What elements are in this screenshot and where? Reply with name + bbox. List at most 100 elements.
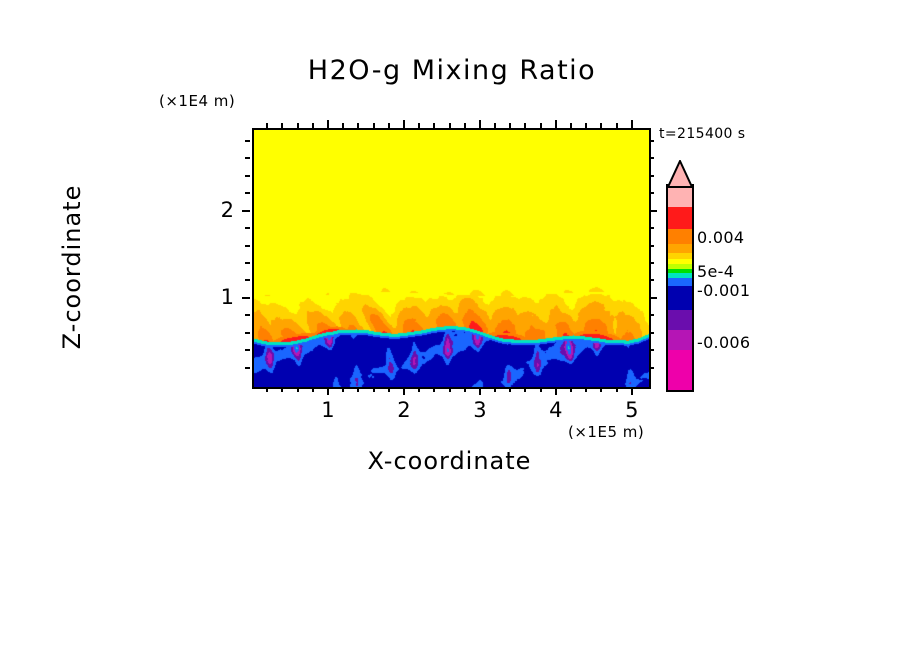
y-minor-tick-right xyxy=(649,331,654,334)
y-minor-tick xyxy=(245,192,250,195)
x-minor-tick xyxy=(615,387,618,392)
x-minor-tick-top xyxy=(281,123,284,128)
x-minor-tick xyxy=(463,387,466,392)
colorbar-band xyxy=(668,264,692,270)
x-tick-label: 1 xyxy=(321,398,335,422)
colorbar-tick-label: 5e-4 xyxy=(697,262,735,281)
colorbar-tick-label: -0.001 xyxy=(697,281,751,300)
colorbar xyxy=(668,186,692,391)
y-minor-tick-right xyxy=(649,192,654,195)
colorbar-band xyxy=(668,273,692,279)
y-major-tick xyxy=(242,209,250,212)
x-minor-tick-top xyxy=(296,123,299,128)
y-minor-tick xyxy=(245,140,250,143)
x-minor-tick xyxy=(281,387,284,392)
y-minor-tick-right xyxy=(649,366,654,369)
x-minor-tick xyxy=(372,387,375,392)
x-minor-tick-top xyxy=(448,123,451,128)
y-minor-tick-right xyxy=(649,227,654,230)
x-minor-tick-top xyxy=(311,123,314,128)
colorbar-band xyxy=(668,268,692,274)
x-major-tick-top xyxy=(402,120,405,128)
y-minor-tick xyxy=(245,227,250,230)
x-axis-title: X-coordinate xyxy=(367,447,532,475)
colorbar-band xyxy=(668,286,692,311)
x-minor-tick-top xyxy=(524,123,527,128)
colorbar-band xyxy=(668,207,692,230)
x-axis-unit-label: (×1E5 m) xyxy=(568,423,645,441)
x-minor-tick-top xyxy=(433,123,436,128)
x-major-tick xyxy=(630,387,633,395)
x-major-tick-top xyxy=(630,120,633,128)
colorbar-tick-label: 0.004 xyxy=(697,228,745,247)
x-major-tick xyxy=(554,387,557,395)
y-minor-tick-right xyxy=(649,140,654,143)
y-minor-tick xyxy=(245,244,250,247)
x-tick-label: 3 xyxy=(473,398,487,422)
time-annotation: t=215400 s xyxy=(659,126,746,142)
y-axis-unit-label: (×1E4 m) xyxy=(159,92,236,110)
x-tick-label: 2 xyxy=(397,398,411,422)
x-minor-tick xyxy=(524,387,527,392)
y-minor-tick xyxy=(245,366,250,369)
y-minor-tick-right xyxy=(649,244,654,247)
x-minor-tick xyxy=(387,387,390,392)
x-minor-tick xyxy=(418,387,421,392)
colorbar-band xyxy=(668,252,692,260)
x-minor-tick-top xyxy=(357,123,360,128)
x-major-tick-top xyxy=(478,120,481,128)
y-tick-label: 1 xyxy=(220,284,234,309)
y-minor-tick xyxy=(245,331,250,334)
colorbar-band xyxy=(668,186,692,209)
y-major-tick xyxy=(242,296,250,299)
x-minor-tick xyxy=(600,387,603,392)
x-minor-tick-top xyxy=(342,123,345,128)
y-minor-tick-right xyxy=(649,349,654,352)
x-minor-tick-top xyxy=(387,123,390,128)
x-minor-tick-top xyxy=(266,123,269,128)
x-minor-tick xyxy=(342,387,345,392)
x-tick-label: 4 xyxy=(549,398,563,422)
x-minor-tick xyxy=(570,387,573,392)
y-minor-tick-right xyxy=(649,262,654,265)
y-minor-tick xyxy=(245,314,250,317)
x-tick-label: 5 xyxy=(625,398,639,422)
x-minor-tick-top xyxy=(600,123,603,128)
x-major-tick xyxy=(402,387,405,395)
x-minor-tick-top xyxy=(494,123,497,128)
y-minor-tick-right xyxy=(649,314,654,317)
colorbar-band xyxy=(668,310,692,331)
colorbar-band xyxy=(668,330,692,351)
colorbar-band xyxy=(668,244,692,254)
colorbar-tick-label: -0.006 xyxy=(697,333,751,352)
x-major-tick-top xyxy=(326,120,329,128)
x-minor-tick-top xyxy=(372,123,375,128)
x-minor-tick xyxy=(494,387,497,392)
x-major-tick xyxy=(478,387,481,395)
contour-field xyxy=(254,130,649,387)
colorbar-band xyxy=(668,228,692,245)
y-axis-title: Z-coordinate xyxy=(58,184,86,350)
x-minor-tick xyxy=(448,387,451,392)
y-minor-tick-right xyxy=(649,157,654,160)
x-minor-tick xyxy=(509,387,512,392)
y-major-tick-right xyxy=(649,296,657,299)
y-minor-tick xyxy=(245,157,250,160)
x-major-tick-top xyxy=(554,120,557,128)
y-tick-label: 2 xyxy=(220,197,234,222)
colorbar-band xyxy=(668,278,692,287)
x-minor-tick-top xyxy=(539,123,542,128)
x-minor-tick xyxy=(266,387,269,392)
y-minor-tick xyxy=(245,262,250,265)
colorbar-arrow-tip xyxy=(666,160,694,188)
x-minor-tick-top xyxy=(463,123,466,128)
y-minor-tick xyxy=(245,279,250,282)
y-minor-tick-right xyxy=(649,174,654,177)
colorbar-band xyxy=(668,349,692,391)
x-minor-tick xyxy=(357,387,360,392)
colorbar-band xyxy=(668,258,692,265)
x-minor-tick xyxy=(539,387,542,392)
y-minor-tick-right xyxy=(649,279,654,282)
x-minor-tick xyxy=(296,387,299,392)
